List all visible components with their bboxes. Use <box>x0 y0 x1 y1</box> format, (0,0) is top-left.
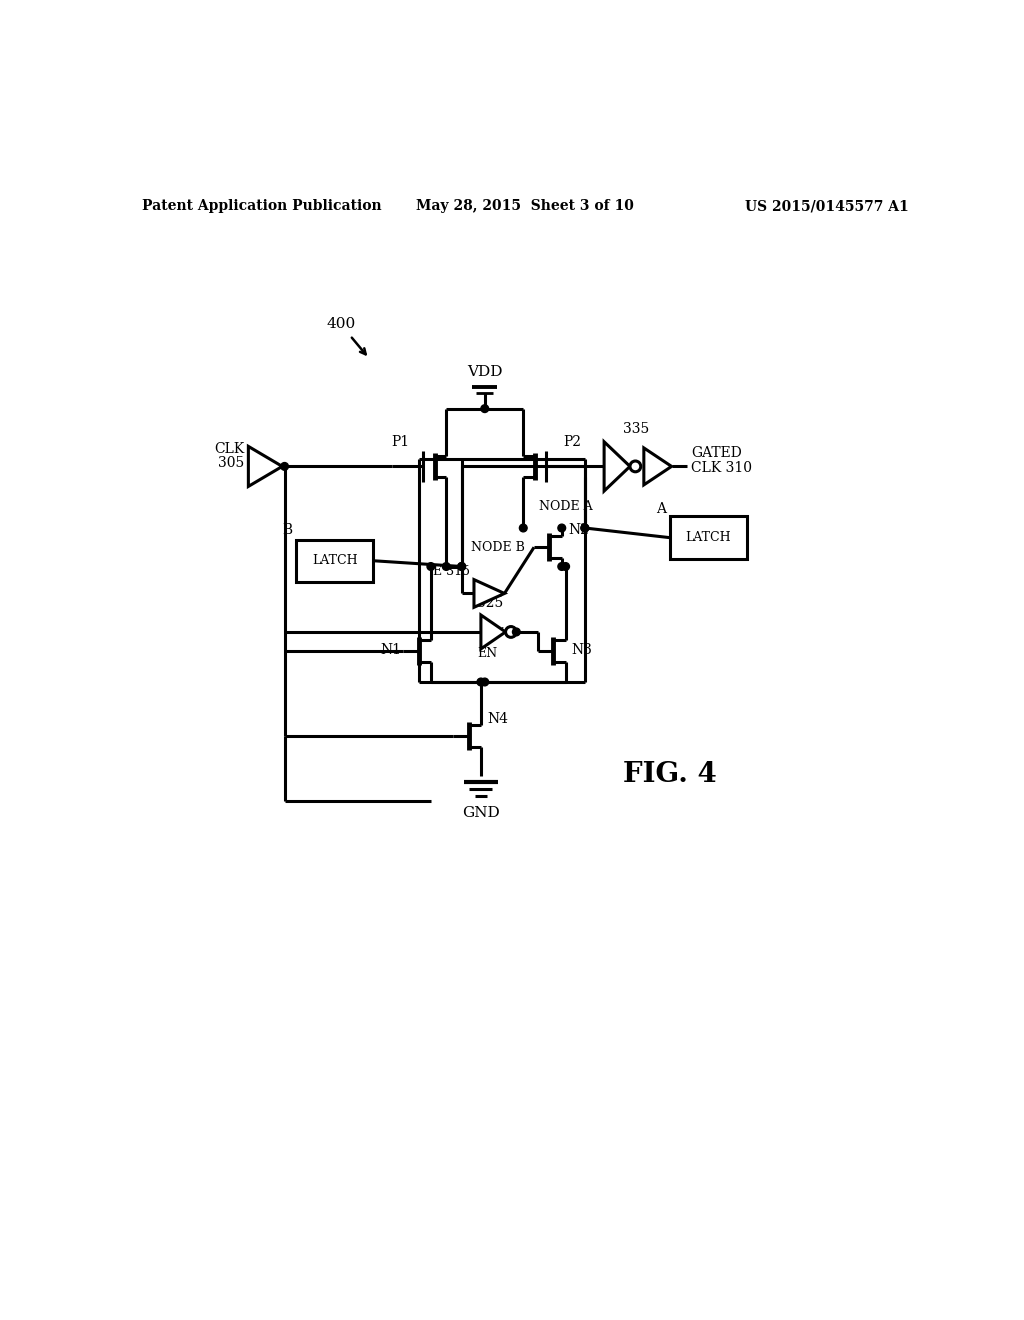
Text: N4: N4 <box>487 711 508 726</box>
Circle shape <box>581 524 589 532</box>
Text: LATCH: LATCH <box>311 554 357 568</box>
Text: 305: 305 <box>218 457 245 470</box>
Polygon shape <box>604 442 630 491</box>
Text: EN: EN <box>477 647 498 660</box>
Text: NODE B: NODE B <box>471 541 524 554</box>
Circle shape <box>481 405 488 413</box>
Circle shape <box>427 562 435 570</box>
Bar <box>670 516 746 558</box>
Circle shape <box>477 678 484 686</box>
Text: VDD: VDD <box>467 364 503 379</box>
Polygon shape <box>474 579 505 607</box>
Text: CLK 310: CLK 310 <box>691 461 752 475</box>
Polygon shape <box>481 615 506 649</box>
Text: GATED: GATED <box>691 446 741 459</box>
Text: 325: 325 <box>477 595 504 610</box>
Text: Patent Application Publication: Patent Application Publication <box>142 199 382 213</box>
Circle shape <box>581 524 589 532</box>
Circle shape <box>519 524 527 532</box>
Text: INV: INV <box>484 627 504 636</box>
Text: LATCH: LATCH <box>685 531 731 544</box>
Text: INV: INV <box>608 462 629 471</box>
Text: May 28, 2015  Sheet 3 of 10: May 28, 2015 Sheet 3 of 10 <box>416 199 634 213</box>
Text: NODE A: NODE A <box>539 500 592 513</box>
Circle shape <box>481 678 488 686</box>
Circle shape <box>458 562 466 570</box>
Circle shape <box>281 462 289 470</box>
Circle shape <box>562 562 569 570</box>
Text: P2: P2 <box>563 434 582 449</box>
Text: N2: N2 <box>568 523 589 537</box>
Text: FIG. 4: FIG. 4 <box>623 760 717 788</box>
Circle shape <box>512 628 520 636</box>
Text: US 2015/0145577 A1: US 2015/0145577 A1 <box>744 199 908 213</box>
Text: GND: GND <box>462 807 500 820</box>
Circle shape <box>506 627 516 638</box>
Text: N1: N1 <box>381 643 401 656</box>
Text: CLK: CLK <box>214 442 245 457</box>
Text: 400: 400 <box>327 317 356 331</box>
Circle shape <box>630 461 641 471</box>
Text: A: A <box>655 502 666 516</box>
Text: 335: 335 <box>624 422 649 437</box>
Bar <box>296 540 373 582</box>
Text: N3: N3 <box>571 643 593 656</box>
Text: P1: P1 <box>391 434 410 449</box>
Circle shape <box>558 562 565 570</box>
Circle shape <box>558 524 565 532</box>
Circle shape <box>458 562 466 570</box>
Text: B: B <box>283 523 292 537</box>
Circle shape <box>442 562 451 570</box>
Text: E 315: E 315 <box>433 565 470 578</box>
